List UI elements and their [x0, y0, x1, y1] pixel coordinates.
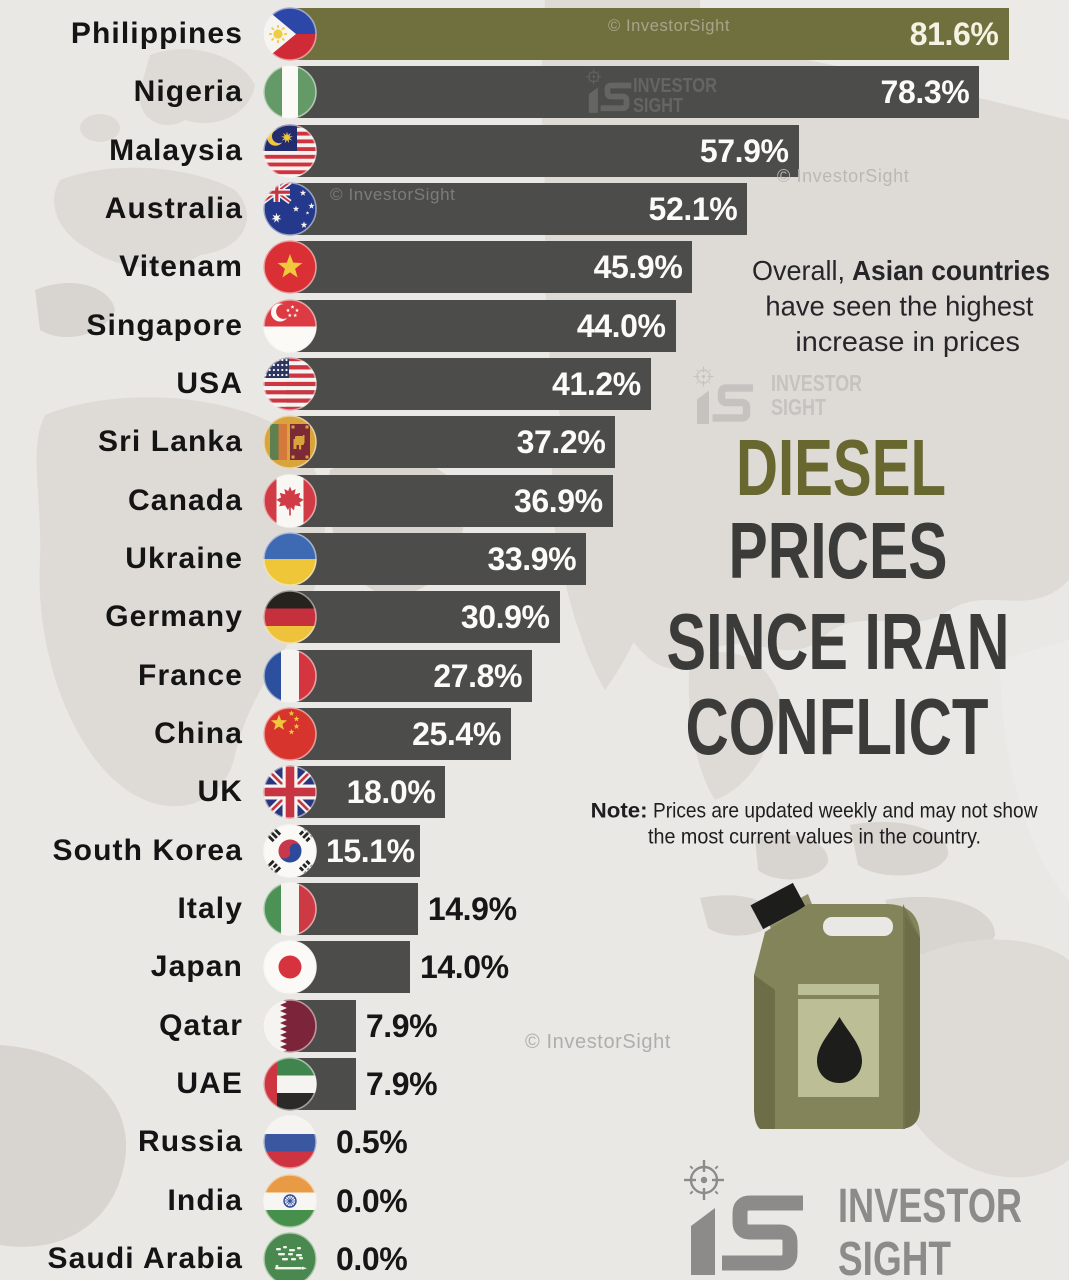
svg-text:increase in prices: increase in prices — [795, 326, 1020, 357]
svg-text:DIESEL: DIESEL — [736, 423, 946, 512]
svg-text:Asian countries: Asian countries — [852, 255, 1050, 286]
svg-text:SIGHT: SIGHT — [633, 95, 683, 117]
svg-text:Overall,: Overall, — [752, 255, 845, 286]
svg-text:SIGHT: SIGHT — [838, 1233, 951, 1280]
svg-text:CONFLICT: CONFLICT — [686, 682, 989, 771]
svg-text:the most current values in the: the most current values in the country. — [648, 826, 981, 849]
svg-text:INVESTOR: INVESTOR — [838, 1180, 1022, 1233]
svg-text:SIGHT: SIGHT — [771, 394, 826, 420]
svg-text:INVESTOR: INVESTOR — [771, 370, 862, 396]
svg-text:SINCE IRAN: SINCE IRAN — [667, 597, 1010, 686]
svg-text:INVESTOR: INVESTOR — [633, 75, 717, 97]
svg-text:Note:: Note: — [591, 800, 648, 823]
svg-text:have seen the highest: have seen the highest — [765, 291, 1033, 322]
svg-text:PRICES: PRICES — [729, 506, 948, 595]
svg-text:Prices are updated weekly and: Prices are updated weekly and may not sh… — [653, 800, 1038, 823]
